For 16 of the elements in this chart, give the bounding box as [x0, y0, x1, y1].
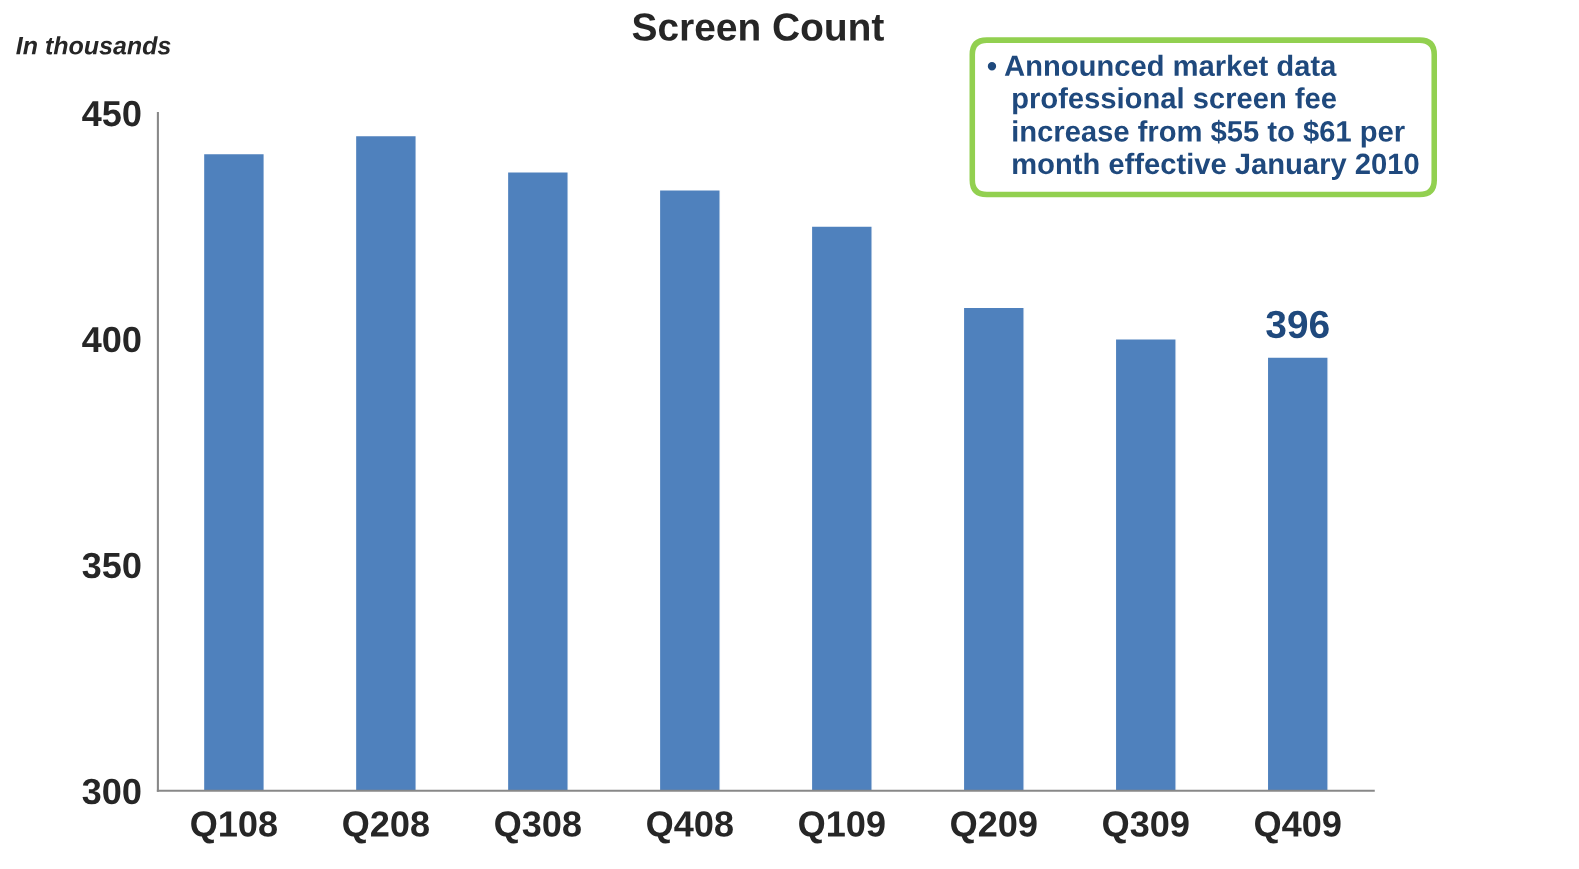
- y-axis-title: In thousands: [16, 36, 171, 55]
- y-tick-label: 400: [82, 326, 141, 353]
- chart-title: Screen Count: [632, 13, 884, 41]
- y-tick-label: 450: [82, 100, 141, 127]
- x-tick-label: Q209: [951, 811, 1037, 844]
- annotation: • Announced market data professional screen fee increase from $55 to $61 per month effective January 2010: [987, 54, 1419, 180]
- data-label: 396: [1266, 310, 1329, 339]
- y-tick-label: 300: [82, 778, 141, 805]
- x-tick-label: Q408: [647, 811, 733, 844]
- x-tick-label: Q108: [191, 811, 277, 844]
- x-tick-label: Q208: [343, 811, 429, 844]
- x-tick-label: Q308: [495, 811, 581, 844]
- x-tick-label: Q109: [799, 811, 885, 844]
- x-tick-label: Q409: [1255, 811, 1341, 844]
- x-tick-label: Q309: [1103, 811, 1189, 844]
- y-tick-label: 350: [82, 552, 141, 579]
